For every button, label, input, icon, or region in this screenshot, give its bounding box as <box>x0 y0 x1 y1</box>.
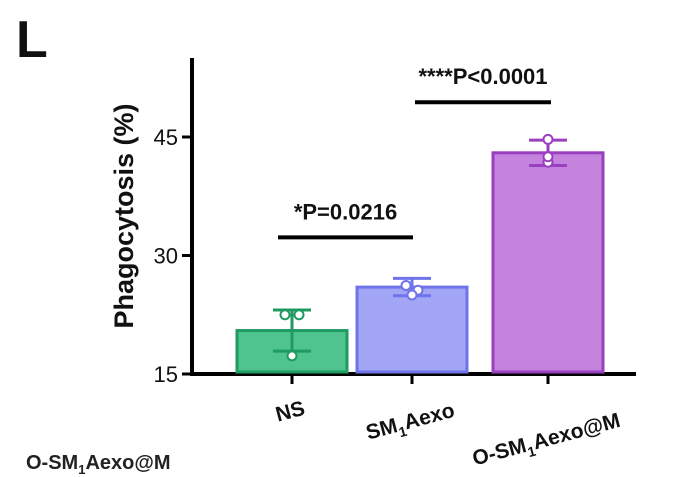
data-point <box>406 289 418 301</box>
panel-letter: L <box>16 11 48 69</box>
y-axis-title: Phagocytosis (%) <box>109 103 139 328</box>
bar-1 <box>355 285 469 374</box>
data-point <box>293 309 305 321</box>
significance-label-0: *P=0.0216 <box>294 199 397 224</box>
significance-label-1: ****P<0.0001 <box>418 64 547 89</box>
significance-brackets: *P=0.0216 ****P<0.0001 <box>278 64 551 240</box>
y-tick-label-30: 30 <box>154 244 178 269</box>
data-point <box>400 280 412 292</box>
data-point <box>542 133 554 145</box>
category-label-0: NS <box>273 397 307 427</box>
y-tick-label-15: 15 <box>154 362 178 387</box>
data-point <box>279 309 291 321</box>
data-point <box>286 350 298 362</box>
category-label-1: SM1Aexo <box>364 399 459 449</box>
y-tick-label-45: 45 <box>154 125 178 150</box>
axes <box>182 58 636 384</box>
data-point <box>542 151 554 163</box>
data-points <box>279 133 554 362</box>
cropped-category-label: O-SM1Aexo@M <box>26 452 171 477</box>
category-label-2: O-SM1Aexo@M <box>470 409 624 472</box>
bar-2 <box>491 151 605 374</box>
